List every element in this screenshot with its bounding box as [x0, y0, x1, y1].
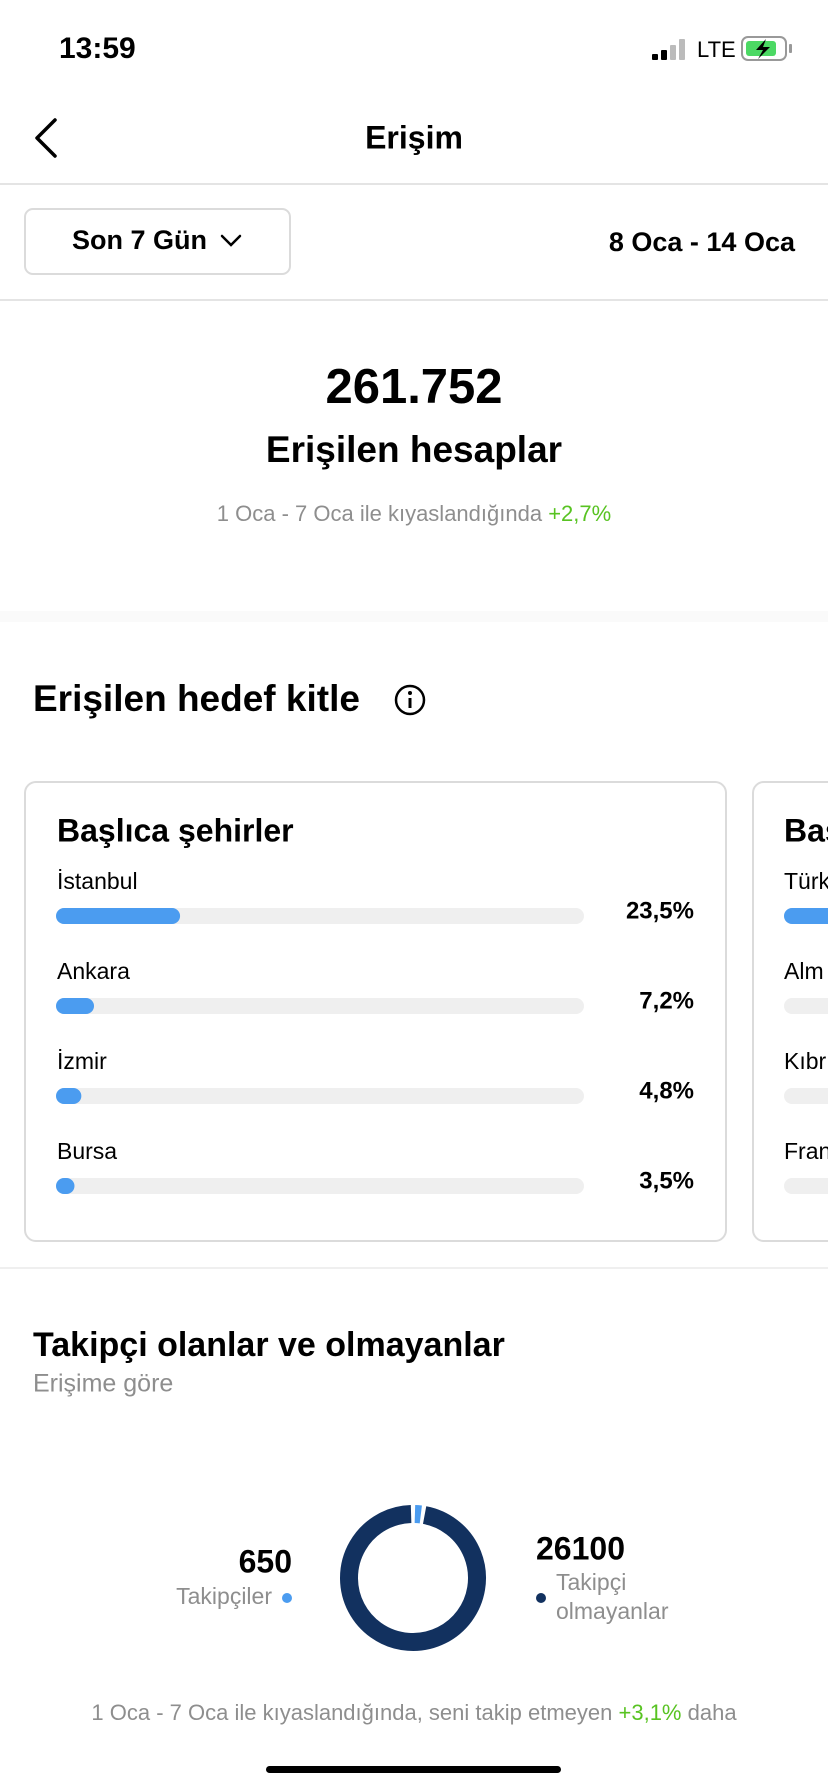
card-title: Başlıca şehirler: [57, 812, 294, 848]
bar: [56, 998, 95, 1014]
country-name: Kıbr: [784, 1048, 827, 1074]
non-followers-label: olmayanlar: [556, 1598, 669, 1624]
comparison: 1 Oca - 7 Oca ile kıyaslandığında +2,7%: [217, 501, 611, 526]
non-followers-value: 26100: [536, 1530, 625, 1566]
footer-suffix: daha: [688, 1700, 738, 1725]
section-gap: [0, 611, 828, 622]
legend-dot: [282, 1593, 292, 1603]
home-indicator: [266, 1766, 561, 1773]
country-name: Türk: [784, 868, 828, 894]
non-followers-label: Takipçi: [556, 1569, 626, 1595]
status-time: 13:59: [59, 32, 136, 65]
date-range: 8 Oca - 14 Oca: [609, 227, 796, 257]
next-list: Türk Alm Kıbr Fran: [784, 868, 828, 1194]
footer: 1 Oca - 7 Oca ile kıyaslandığında, seni …: [91, 1700, 737, 1725]
city-name: Bursa: [57, 1138, 117, 1164]
next-card: Baş Türk Alm Kıbr Fran: [752, 781, 828, 1242]
bar: [56, 1088, 82, 1104]
reach-value: 261.752: [325, 360, 502, 414]
header-title: Erişim: [365, 119, 463, 155]
network-type: LTE: [697, 37, 736, 62]
city-percent: 3,5%: [639, 1167, 694, 1194]
bar: [56, 1178, 75, 1194]
followers-value: 650: [239, 1543, 292, 1579]
period-label: Son 7 Gün: [72, 225, 207, 255]
section-title: Erişilen hedef kitle: [33, 678, 360, 719]
card-title: Baş: [784, 812, 828, 848]
section-title: Takipçi olanlar ve olmayanlar: [33, 1326, 505, 1364]
city-percent: 7,2%: [639, 987, 694, 1014]
city-list: İstanbul 23,5% Ankara 7,2% İzmir 4,8% Bursa 3,5…: [56, 868, 694, 1194]
reach-label: Erişilen hesaplar: [266, 429, 562, 470]
bar: [56, 908, 181, 924]
city-name: İstanbul: [57, 868, 138, 894]
footer-text: 1 Oca - 7 Oca ile kıyaslandığında, seni …: [91, 1700, 612, 1725]
city-name: İzmir: [57, 1048, 107, 1074]
bar-track: [56, 1088, 584, 1104]
period-dropdown[interactable]: Son 7 Gün: [24, 208, 291, 275]
donut-segment: [340, 1505, 486, 1651]
battery: [741, 36, 792, 61]
footer-change: +3,1%: [619, 1700, 682, 1725]
bar-track: [784, 1178, 828, 1194]
bar-track: [784, 1088, 828, 1104]
city-percent: 23,5%: [626, 897, 694, 924]
signal: [652, 39, 685, 60]
legend-dot: [536, 1593, 546, 1603]
country-name: Alm: [784, 958, 824, 984]
donut: [340, 1505, 486, 1651]
comparison-text: 1 Oca - 7 Oca ile kıyaslandığında: [217, 501, 543, 526]
bar-decor: [784, 908, 828, 924]
bar-track: [56, 1178, 584, 1194]
comparison-change: +2,7%: [548, 501, 611, 526]
bar-track: [784, 998, 828, 1014]
followers-label: Takipçiler: [176, 1583, 272, 1609]
bar-track: [56, 908, 584, 924]
city-percent: 4,8%: [639, 1077, 694, 1104]
bar-track: [56, 998, 584, 1014]
city-name: Ankara: [57, 958, 130, 984]
country-name: Fran: [784, 1138, 828, 1164]
info-icon[interactable]: [394, 684, 426, 716]
section-subtitle: Erişime göre: [33, 1370, 173, 1398]
back-button[interactable]: [35, 118, 57, 158]
